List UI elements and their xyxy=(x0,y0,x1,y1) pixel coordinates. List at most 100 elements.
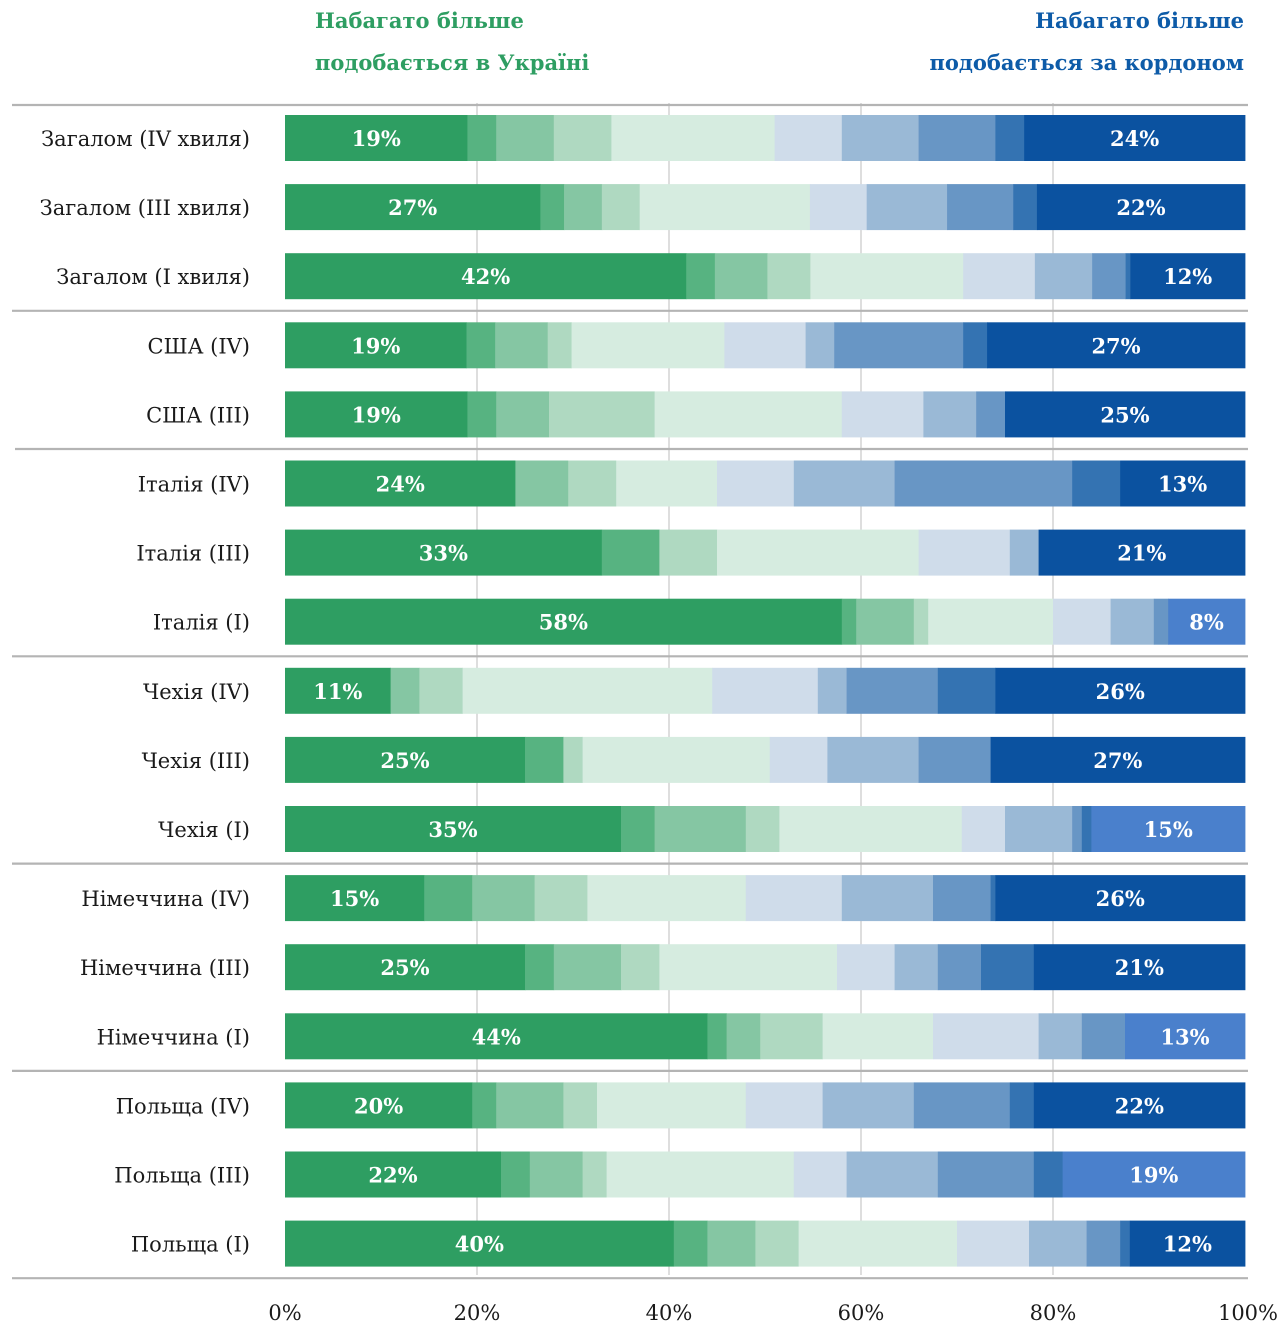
bar-segment xyxy=(553,115,612,161)
bar-segment xyxy=(822,1082,915,1129)
bar-segment xyxy=(597,1082,747,1129)
bar-segment xyxy=(712,667,819,714)
category-label: Польща (IV) xyxy=(116,1094,250,1118)
data-label-right: 13% xyxy=(1160,1024,1209,1049)
bar-segment xyxy=(1110,598,1155,645)
bar-segment xyxy=(961,806,1006,852)
bar-segment xyxy=(834,322,964,369)
bar-segment xyxy=(611,115,775,161)
bar-segment xyxy=(774,115,843,161)
bar-segment xyxy=(963,253,1036,300)
category-label: Чехія (I) xyxy=(158,818,250,842)
bar-segment xyxy=(918,529,1011,576)
category-label: Загалом (III хвиля) xyxy=(40,196,250,220)
bar-segment xyxy=(809,184,868,231)
data-label-right: 26% xyxy=(1096,679,1145,704)
x-tick-label: 80% xyxy=(1030,1301,1077,1325)
bar-segment xyxy=(990,736,1246,783)
data-label-left: 20% xyxy=(354,1093,403,1118)
x-tick-label: 0% xyxy=(268,1301,301,1325)
bar-segment xyxy=(563,736,583,783)
bar-segment xyxy=(1072,806,1083,852)
bar-segment xyxy=(496,115,555,161)
bar-segment xyxy=(285,875,425,922)
bar-segment xyxy=(285,1151,502,1198)
bar-segment xyxy=(846,667,939,714)
bar-segment xyxy=(894,944,939,991)
bar-segment xyxy=(582,1151,607,1198)
data-label-right: 21% xyxy=(1115,955,1164,980)
bar-segment xyxy=(621,806,655,852)
bar-segment xyxy=(534,875,588,922)
bar-segment xyxy=(841,391,924,438)
category-label: Німеччина (IV) xyxy=(81,887,250,911)
bar-segment xyxy=(686,253,716,300)
bar-segment xyxy=(571,322,725,369)
bar-segment xyxy=(606,1151,795,1198)
bar-segment xyxy=(1005,391,1246,438)
data-label-right: 19% xyxy=(1129,1163,1178,1188)
bar-segment xyxy=(601,184,641,231)
data-label-left: 40% xyxy=(455,1232,504,1257)
data-label-left: 44% xyxy=(472,1024,521,1049)
bar-segment xyxy=(990,875,996,922)
bar-segment xyxy=(1125,1013,1246,1060)
data-label-left: 19% xyxy=(352,402,401,427)
bar-segment xyxy=(1125,253,1131,300)
category-label: Німеччина (I) xyxy=(97,1025,250,1049)
bar-segment xyxy=(1081,806,1092,852)
bar-segment xyxy=(564,184,603,231)
bar-segment xyxy=(621,944,660,991)
bar-segment xyxy=(913,1082,1011,1129)
bar-segment xyxy=(1120,1220,1131,1267)
bar-segment xyxy=(285,1013,708,1060)
bar-segment xyxy=(659,529,718,576)
data-label-left: 33% xyxy=(419,541,468,566)
bar-segment xyxy=(981,944,1035,991)
bar-segment xyxy=(947,184,1014,231)
bar-segment xyxy=(587,875,747,922)
data-label-left: 58% xyxy=(539,610,588,635)
bar-segment xyxy=(285,1220,675,1267)
data-label-left: 35% xyxy=(428,817,477,842)
bar-segment xyxy=(957,1220,1030,1267)
bar-segment xyxy=(1120,460,1246,507)
data-label-right: 12% xyxy=(1163,264,1212,289)
bar-segment xyxy=(894,460,1073,507)
data-label-left: 22% xyxy=(368,1163,417,1188)
bar-segment xyxy=(601,529,660,576)
bar-segment xyxy=(937,667,996,714)
category-label: Німеччина (III) xyxy=(80,956,250,980)
bar-segment xyxy=(549,391,655,438)
bar-segment xyxy=(1009,1082,1035,1129)
data-label-right: 22% xyxy=(1115,1093,1164,1118)
bar-segment xyxy=(285,944,526,991)
bar-segment xyxy=(793,460,895,507)
bar-segment xyxy=(285,736,526,783)
bar-segment xyxy=(837,944,895,991)
bar-segment xyxy=(529,1151,583,1198)
bar-segment xyxy=(987,322,1246,369)
category-label: Італія (I) xyxy=(153,611,250,635)
bar-segment xyxy=(1005,806,1073,852)
bar-segment xyxy=(1033,1082,1246,1129)
bar-segment xyxy=(1033,1151,1063,1198)
bar-segment xyxy=(285,598,843,645)
bar-segment xyxy=(285,184,541,231)
data-label-right: 21% xyxy=(1117,541,1166,566)
bar-segment xyxy=(928,598,1054,645)
bar-segment xyxy=(1129,1220,1246,1267)
bar-segment xyxy=(1081,1013,1126,1060)
bar-segment xyxy=(995,875,1246,922)
bar-segment xyxy=(745,1082,823,1129)
data-label-left: 11% xyxy=(313,679,362,704)
bar-segment xyxy=(827,736,919,783)
data-label-left: 27% xyxy=(388,195,437,220)
bar-segment xyxy=(285,460,516,507)
data-label-right: 8% xyxy=(1189,610,1224,635)
bar-segment xyxy=(714,253,768,300)
bar-segment xyxy=(563,1082,598,1129)
category-label: Італія (III) xyxy=(136,542,250,566)
header-left: Набагато більше подобається в Україні xyxy=(315,8,590,75)
